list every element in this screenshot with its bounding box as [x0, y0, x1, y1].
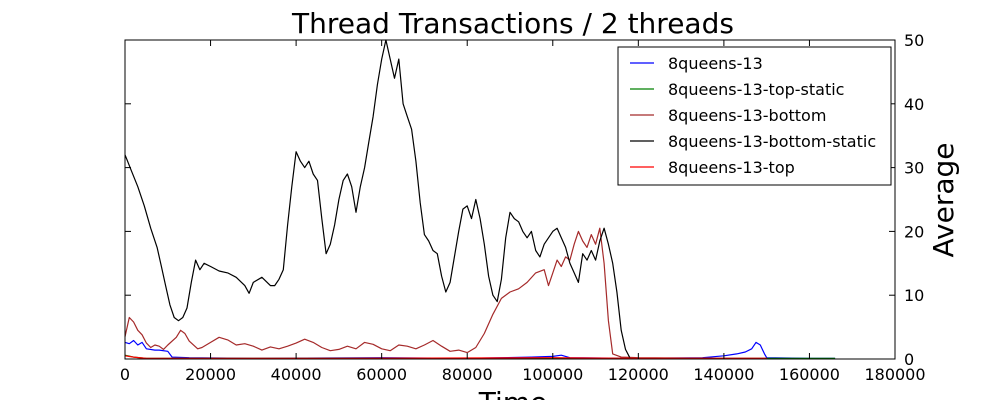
- legend-label-3: 8queens-13-bottom-static: [668, 132, 876, 151]
- x-tick-label: 160000: [779, 365, 840, 384]
- legend-label-4: 8queens-13-top: [668, 158, 795, 177]
- series-line-3: [124, 39, 631, 358]
- x-tick-label: 120000: [608, 365, 669, 384]
- x-tick-label: 100000: [522, 365, 583, 384]
- y-tick-label: 50: [904, 31, 924, 50]
- y-tick-label: 20: [904, 222, 924, 241]
- legend-box: [617, 46, 892, 186]
- y-tick-label: 40: [904, 95, 924, 114]
- y-tick-label: 30: [904, 159, 924, 178]
- series-layer: [124, 39, 836, 359]
- x-tick-label: 40000: [271, 365, 322, 384]
- legend: 8queens-13 8queens-13-top-static 8queens-1…: [617, 46, 892, 186]
- series-line-2: [124, 227, 767, 359]
- legend-label-0: 8queens-13: [668, 54, 763, 73]
- y-tick-label: 0: [904, 350, 914, 369]
- x-tick-label: 140000: [693, 365, 754, 384]
- y-tick-label: 10: [904, 286, 924, 305]
- legend-label-1: 8queens-13-top-static: [668, 80, 844, 99]
- x-tick-label: 60000: [356, 365, 407, 384]
- ticks-layer: 0 20000 40000 60000 80000 100000 120000 140000 1…: [120, 31, 926, 384]
- x-tick-label: 20000: [185, 365, 236, 384]
- series-line-0: [124, 339, 836, 359]
- x-tick-label: 80000: [442, 365, 493, 384]
- legend-items: 8queens-13 8queens-13-top-static 8queens-1…: [630, 54, 876, 177]
- plot-frame: [124, 39, 896, 360]
- x-axis-label: Time: [478, 386, 548, 400]
- legend-label-2: 8queens-13-bottom: [668, 106, 826, 125]
- y-axis-label: Average: [927, 143, 960, 258]
- x-tick-label: 0: [120, 365, 130, 384]
- x-tick-label: 180000: [864, 365, 925, 384]
- series-line-4: [124, 355, 767, 359]
- chart-title: Thread Transactions / 2 threads: [291, 7, 734, 40]
